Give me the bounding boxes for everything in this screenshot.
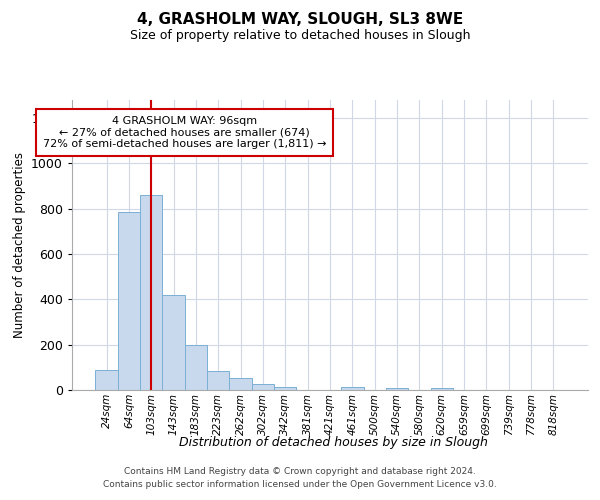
Bar: [207, 370, 229, 390]
Text: Contains HM Land Registry data © Crown copyright and database right 2024.
Contai: Contains HM Land Registry data © Crown c…: [103, 468, 497, 489]
Bar: [140, 195, 163, 390]
Text: 4 GRASHOLM WAY: 96sqm
← 27% of detached houses are smaller (674)
72% of semi-det: 4 GRASHOLM WAY: 96sqm ← 27% of detached …: [43, 116, 326, 149]
Bar: [95, 370, 118, 390]
Bar: [274, 386, 296, 390]
Text: Distribution of detached houses by size in Slough: Distribution of detached houses by size …: [179, 436, 487, 449]
Bar: [252, 384, 274, 390]
Bar: [185, 344, 207, 390]
Y-axis label: Number of detached properties: Number of detached properties: [13, 152, 26, 338]
Bar: [118, 212, 140, 390]
Bar: [386, 388, 408, 390]
Bar: [229, 378, 252, 390]
Text: 4, GRASHOLM WAY, SLOUGH, SL3 8WE: 4, GRASHOLM WAY, SLOUGH, SL3 8WE: [137, 12, 463, 28]
Bar: [341, 386, 364, 390]
Bar: [163, 295, 185, 390]
Bar: [431, 388, 453, 390]
Text: Size of property relative to detached houses in Slough: Size of property relative to detached ho…: [130, 29, 470, 42]
